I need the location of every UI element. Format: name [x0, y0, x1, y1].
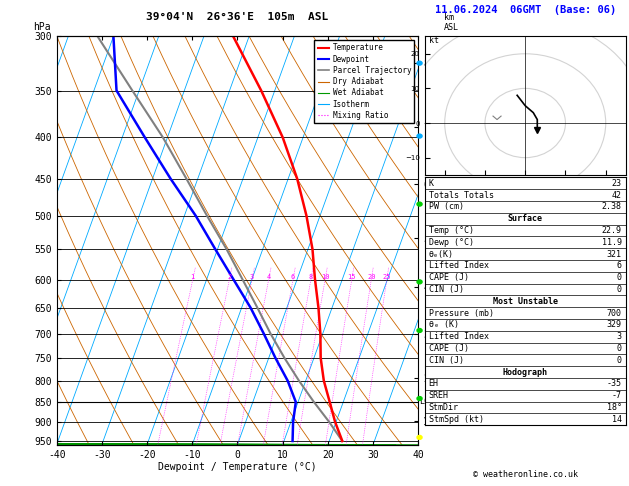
Text: Most Unstable: Most Unstable: [493, 297, 558, 306]
Text: SREH: SREH: [428, 391, 448, 400]
Text: 39°04'N  26°36'E  105m  ASL: 39°04'N 26°36'E 105m ASL: [147, 12, 328, 22]
Text: kt: kt: [428, 36, 438, 45]
Text: Lifted Index: Lifted Index: [428, 261, 489, 270]
Text: 15: 15: [347, 274, 356, 280]
Text: EH: EH: [428, 380, 438, 388]
Text: Pressure (mb): Pressure (mb): [428, 309, 494, 318]
Text: 22.9: 22.9: [602, 226, 622, 235]
Text: CIN (J): CIN (J): [428, 356, 464, 365]
Text: 4: 4: [267, 274, 270, 280]
Text: 0: 0: [617, 285, 622, 294]
Text: K: K: [428, 179, 433, 188]
Text: hPa: hPa: [33, 22, 51, 33]
Text: 0: 0: [617, 273, 622, 282]
Text: θₑ(K): θₑ(K): [428, 250, 454, 259]
Text: Hodograph: Hodograph: [503, 367, 548, 377]
Text: 0: 0: [617, 344, 622, 353]
Text: 3: 3: [250, 274, 254, 280]
Text: 8: 8: [309, 274, 313, 280]
Text: CAPE (J): CAPE (J): [428, 344, 469, 353]
Text: 10: 10: [321, 274, 330, 280]
Text: 11.9: 11.9: [602, 238, 622, 247]
Text: CIN (J): CIN (J): [428, 285, 464, 294]
Text: 0: 0: [617, 356, 622, 365]
Text: Totals Totals: Totals Totals: [428, 191, 494, 200]
Text: Dewp (°C): Dewp (°C): [428, 238, 474, 247]
Text: 6: 6: [291, 274, 295, 280]
Text: 2: 2: [227, 274, 231, 280]
Text: © weatheronline.co.uk: © weatheronline.co.uk: [473, 469, 577, 479]
Text: Temp (°C): Temp (°C): [428, 226, 474, 235]
Text: 25: 25: [382, 274, 391, 280]
Text: Lifted Index: Lifted Index: [428, 332, 489, 341]
Text: Mixing Ratio (g/kg): Mixing Ratio (g/kg): [469, 193, 478, 288]
Text: 42: 42: [612, 191, 622, 200]
X-axis label: Dewpoint / Temperature (°C): Dewpoint / Temperature (°C): [158, 462, 317, 472]
Legend: Temperature, Dewpoint, Parcel Trajectory, Dry Adiabat, Wet Adiabat, Isotherm, Mi: Temperature, Dewpoint, Parcel Trajectory…: [314, 40, 415, 123]
Text: θₑ (K): θₑ (K): [428, 320, 459, 330]
Text: -7: -7: [612, 391, 622, 400]
Text: 11.06.2024  06GMT  (Base: 06): 11.06.2024 06GMT (Base: 06): [435, 4, 616, 15]
Text: 6: 6: [617, 261, 622, 270]
Text: 1: 1: [191, 274, 195, 280]
Text: StmSpd (kt): StmSpd (kt): [428, 415, 484, 424]
Text: -35: -35: [607, 380, 622, 388]
Text: 329: 329: [607, 320, 622, 330]
Text: Surface: Surface: [508, 214, 543, 223]
Text: 18°: 18°: [607, 403, 622, 412]
Text: LCL: LCL: [419, 398, 434, 406]
Text: 2.38: 2.38: [602, 202, 622, 211]
Text: CAPE (J): CAPE (J): [428, 273, 469, 282]
Text: 14: 14: [612, 415, 622, 424]
Text: 321: 321: [607, 250, 622, 259]
Text: 20: 20: [367, 274, 376, 280]
Text: 700: 700: [607, 309, 622, 318]
Text: StmDir: StmDir: [428, 403, 459, 412]
Text: 3: 3: [617, 332, 622, 341]
Text: km
ASL: km ASL: [443, 13, 459, 33]
Text: 23: 23: [612, 179, 622, 188]
Text: PW (cm): PW (cm): [428, 202, 464, 211]
